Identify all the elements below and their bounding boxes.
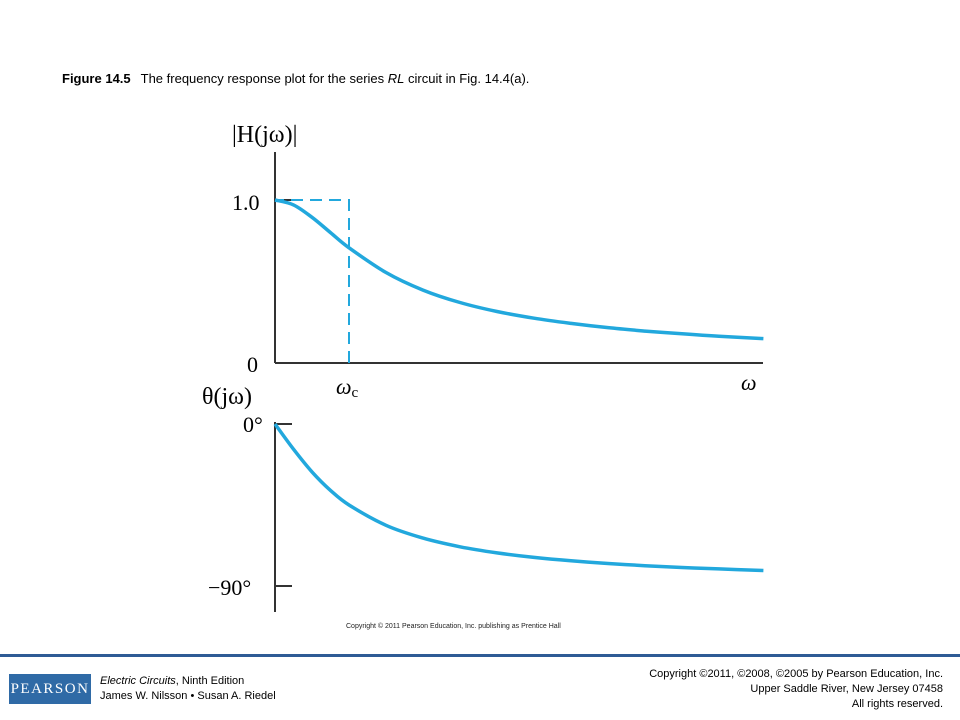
figure-caption: Figure 14.5 The frequency response plot f… [62,71,529,86]
book-edition: , Ninth Edition [175,675,245,687]
caption-text-italic: RL [387,71,405,86]
frequency-response-plot: |H(jω)| 1.0 0 ωc ω θ(jω) 0° −90° [202,122,764,612]
magnitude-curve [274,198,764,341]
figure-label: Figure 14.5 [62,71,131,86]
caption-text-after: circuit in Fig. 14.4(a). [404,71,530,86]
caption-text-before: The frequency response plot for the seri… [140,71,388,86]
footer-divider [0,654,960,657]
figure-credit: Copyright © 2011 Pearson Education, Inc.… [346,623,561,630]
phase-tick-label-0: 0° [243,412,263,437]
phase-axis-label: θ(jω) [202,384,252,410]
publisher-copyright: Copyright ©2011, ©2008, ©2005 by Pearson… [649,667,943,712]
magnitude-tick-label-1: 1.0 [232,190,260,215]
book-title: Electric Circuits [100,675,176,687]
address-line: Upper Saddle River, New Jersey 07458 [750,683,943,695]
magnitude-axis-label: |H(jω)| [232,122,297,148]
cutoff-guide-dashed [277,199,350,363]
book-info: Electric Circuits, Ninth Edition James W… [100,674,276,704]
phase-tick-label-neg90: −90° [208,575,251,600]
copyright-line: Copyright ©2011, ©2008, ©2005 by Pearson… [649,668,943,680]
phase-curve [273,422,764,573]
cutoff-frequency-label: ωc [336,374,359,401]
frequency-axis-label: ω [741,370,757,395]
book-authors: James W. Nilsson • Susan A. Riedel [100,690,276,702]
rights-line: All rights reserved. [851,698,943,710]
pearson-logo: PEARSON [9,674,91,704]
magnitude-tick-label-0: 0 [247,352,258,377]
